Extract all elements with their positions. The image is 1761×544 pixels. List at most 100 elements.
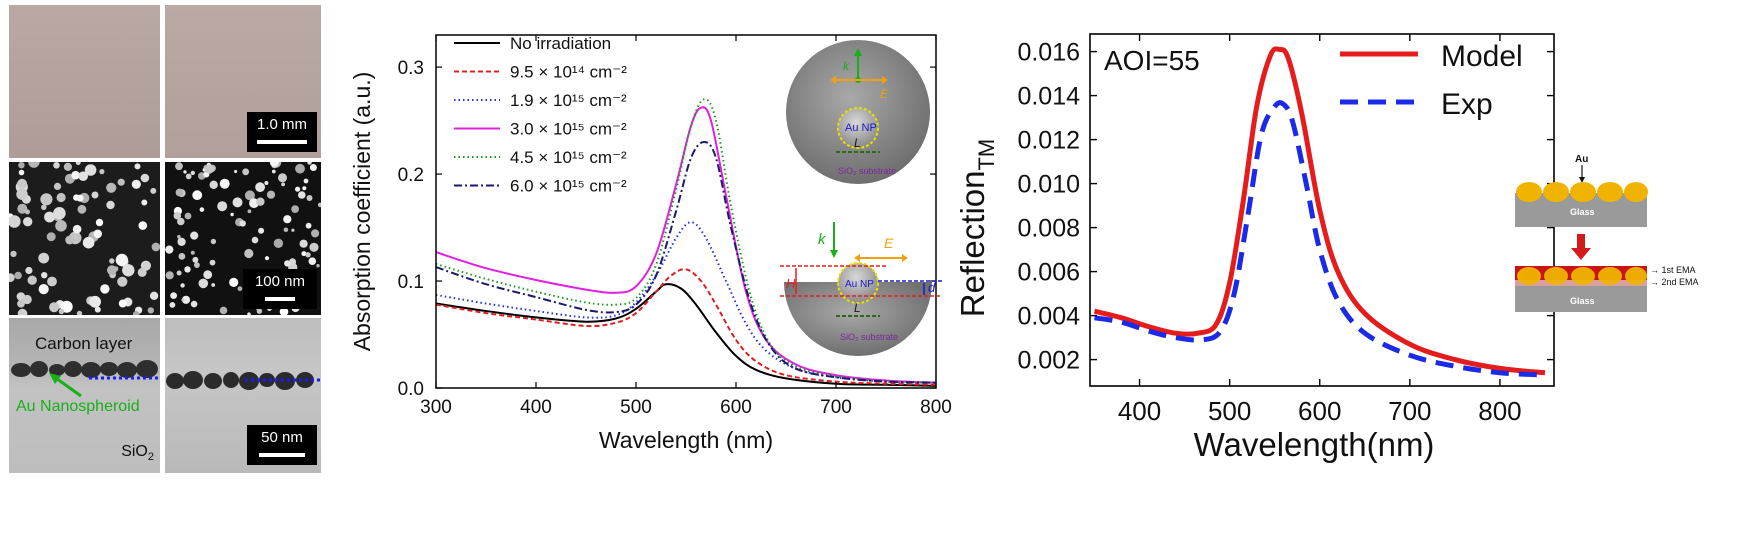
nanoparticle <box>149 291 159 300</box>
nanoparticle <box>141 199 148 206</box>
nanoparticle <box>151 242 160 252</box>
nanoparticle <box>247 312 251 315</box>
y-axis-label: Absorption coefficient (a.u.) <box>350 72 375 352</box>
tem-particles-right <box>166 371 321 390</box>
ema1-label: → 1st EMA <box>1650 265 1696 275</box>
x-tick-label: 400 <box>520 397 552 418</box>
scale-bar-box: 100 nm <box>243 269 317 309</box>
chart-legend: Model Exp <box>1340 40 1523 121</box>
nanoparticle <box>107 265 117 276</box>
nanoparticle <box>72 224 82 234</box>
nanoparticle <box>14 271 22 280</box>
nanoparticle <box>53 207 66 220</box>
y-axis-label-main: Reflection <box>954 171 991 318</box>
nanoparticle <box>283 215 292 224</box>
x-tick-label: 700 <box>1388 396 1431 426</box>
sem-image-right: 100 nm <box>165 162 321 315</box>
nanoparticle <box>53 162 60 169</box>
nanoparticle <box>210 238 217 245</box>
chart-series <box>1093 46 1546 378</box>
nanoparticle <box>140 173 150 183</box>
x-tick-label: 700 <box>820 397 852 418</box>
nanoparticle <box>283 227 289 233</box>
nanoparticle <box>184 266 191 273</box>
chart-axes: 300 400 500 600 700 800 0.0 0.1 0.2 0.3 Wavelength… <box>350 34 952 453</box>
nanoparticle <box>10 250 17 258</box>
substrate-hemisphere <box>784 282 932 356</box>
l-label: L <box>854 136 861 150</box>
y-tick-label: 0.008 <box>1017 215 1080 243</box>
nanoparticle <box>299 239 308 248</box>
nanoparticle <box>269 162 279 167</box>
y-axis-label-sub: TM <box>974 139 999 171</box>
nanoparticle <box>229 277 239 287</box>
nanoparticle <box>181 295 191 304</box>
legend-label-3: 3.0 × 10¹⁵ cm⁻² <box>510 120 627 139</box>
chart-series <box>435 98 937 387</box>
nanoparticle <box>165 245 174 254</box>
nanoparticle <box>55 220 67 232</box>
nanoparticle <box>219 306 228 315</box>
nanoparticle <box>271 169 276 174</box>
nanoparticle <box>308 257 317 265</box>
glass-label-top: Glass <box>1570 207 1595 217</box>
nanoparticle <box>138 221 148 230</box>
legend-label-2: 1.9 × 10¹⁵ cm⁻² <box>510 91 627 110</box>
nanoparticle <box>89 295 101 308</box>
nanoparticle <box>239 220 246 227</box>
nanoparticle <box>118 299 127 308</box>
nanoparticle <box>177 234 181 239</box>
inset-top-schematic: k E Au NP L SiO₂ substrate <box>786 40 930 184</box>
nanoparticle <box>16 188 28 200</box>
tem-image-right: 50 nm <box>165 318 321 473</box>
nanoparticle <box>95 218 104 227</box>
nanoparticle <box>307 162 312 165</box>
nanoparticle <box>251 236 259 244</box>
scale-bar-line <box>257 140 307 144</box>
scale-bar-text: 1.0 mm <box>256 116 307 133</box>
nanoparticle <box>204 164 214 174</box>
down-arrow-icon <box>1577 234 1585 250</box>
nanoparticle <box>65 235 75 245</box>
glass-slab-bottom <box>1515 286 1647 312</box>
nanoparticle <box>178 253 186 260</box>
nanoparticle <box>137 267 147 277</box>
k-arrowhead-icon <box>854 48 862 56</box>
nanoparticle <box>258 227 265 234</box>
legend-label-5: 6.0 × 10¹⁵ cm⁻² <box>510 177 627 196</box>
x-axis-label: Wavelength (nm) <box>599 427 773 453</box>
x-tick-label: 600 <box>720 397 752 418</box>
nanoparticle <box>209 180 218 189</box>
nanoparticle <box>41 272 48 279</box>
chart-axes: 400 500 600 700 800 0.002 0.004 0.006 0.008 0.010… <box>954 33 1555 463</box>
e-arrowhead-left-icon <box>830 76 836 84</box>
nanoparticle <box>17 299 25 308</box>
nanoparticle <box>264 181 269 185</box>
nanoparticle <box>9 273 15 283</box>
x-tick-label: 400 <box>1118 396 1161 426</box>
k-label: k <box>818 231 827 248</box>
nanoparticle <box>316 264 320 268</box>
k-arrowhead-icon <box>830 250 838 258</box>
nanoparticle <box>211 283 216 287</box>
au-particles-bottom <box>1517 267 1647 285</box>
x-tick-label: 500 <box>1208 396 1251 426</box>
y-tick-label: 0.004 <box>1017 303 1080 331</box>
nanoparticle <box>46 232 56 242</box>
au-inset-label: Au <box>1575 154 1588 165</box>
tem-image-left: Carbon layer Au Nanospheroid SiO2 <box>9 318 160 473</box>
nanoparticle <box>93 229 102 239</box>
nanoparticle <box>25 266 33 275</box>
nanoparticle <box>131 179 141 189</box>
nanoparticle <box>58 308 65 315</box>
nanoparticle <box>177 237 184 244</box>
legend-label-1: Exp <box>1441 88 1493 121</box>
au-np-particle <box>837 262 879 304</box>
nanoparticle <box>309 164 317 171</box>
nanoparticle <box>38 252 50 264</box>
nanoparticle <box>176 270 182 276</box>
e-arrowhead-right-icon <box>882 76 888 84</box>
nanoparticle <box>71 170 80 180</box>
nanoparticle <box>284 260 291 267</box>
nanoparticle <box>305 222 312 229</box>
